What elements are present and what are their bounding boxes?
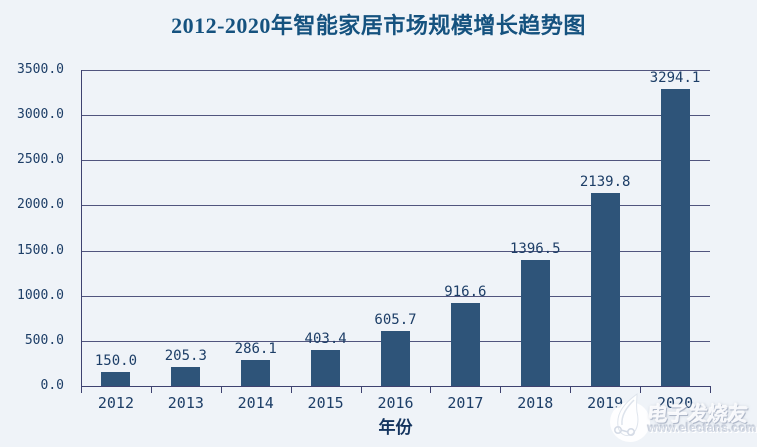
bar-value-label: 1396.5 xyxy=(509,240,561,257)
bar-2018 xyxy=(520,259,550,386)
x-tick-label: 2014 xyxy=(237,394,274,412)
x-tick-label: 2017 xyxy=(447,394,484,412)
y-tick-label: 2500.0 xyxy=(17,152,64,168)
bar-2019 xyxy=(590,192,620,386)
y-tick-label: 1000.0 xyxy=(17,287,64,303)
bar-2017 xyxy=(450,303,480,386)
bar-value-label: 2139.8 xyxy=(579,173,631,190)
x-axis-tick xyxy=(570,387,572,393)
x-tick-label: 2013 xyxy=(167,394,204,412)
y-tick-label: 500.0 xyxy=(24,332,64,348)
bar-value-label: 605.7 xyxy=(374,312,417,329)
gridline xyxy=(81,115,710,117)
watermark-url-text: www.elecfans.com xyxy=(648,423,757,435)
bar-2014 xyxy=(241,360,271,386)
y-tick-label: 3000.0 xyxy=(17,107,64,123)
x-axis-tick xyxy=(360,387,362,393)
x-axis-tick xyxy=(81,387,82,393)
x-tick-label: 2020 xyxy=(656,394,694,412)
bar-value-label: 3294.1 xyxy=(649,69,701,86)
y-tick-label: 0.0 xyxy=(40,378,64,393)
gridline xyxy=(81,295,710,297)
bar-2016 xyxy=(381,331,410,386)
bar-value-label: 403.4 xyxy=(304,330,347,347)
bar-value-label: 205.3 xyxy=(164,348,207,365)
x-axis-tick xyxy=(710,387,711,393)
x-axis-tick xyxy=(430,387,432,393)
x-axis-tick xyxy=(640,387,642,393)
gridline xyxy=(81,70,710,71)
x-tick-label: 2015 xyxy=(307,394,344,412)
x-tick-label: 2016 xyxy=(377,394,414,412)
y-tick-label: 1500.0 xyxy=(17,242,64,258)
y-tick-label: 3500.0 xyxy=(17,62,64,77)
bar-2012 xyxy=(101,372,131,386)
x-tick-label: 2012 xyxy=(97,394,134,412)
bar-value-label: 916.6 xyxy=(444,284,487,301)
bar-2015 xyxy=(311,349,341,386)
watermark: 电子发烧友 www.elecfans.com xyxy=(604,376,757,447)
gridline xyxy=(81,250,710,252)
x-axis-title: 年份 xyxy=(378,418,413,437)
chart-title: 2012-2020年智能家居市场规模增长趋势图 xyxy=(171,13,586,38)
x-tick-label: 2018 xyxy=(517,394,554,412)
elecfans-sprout-logo-icon xyxy=(610,393,650,442)
gridline xyxy=(81,160,710,162)
x-axis-tick xyxy=(150,387,152,393)
bar-value-label: 150.0 xyxy=(94,353,138,370)
bar-2013 xyxy=(171,367,201,386)
bar-2020 xyxy=(660,88,690,386)
gridline xyxy=(81,205,710,207)
x-axis-tick xyxy=(220,387,222,393)
x-axis-tick xyxy=(290,387,292,393)
x-axis-tick xyxy=(500,387,502,393)
bar-value-label: 286.1 xyxy=(234,341,277,358)
x-tick-label: 2019 xyxy=(587,394,624,412)
y-axis-line xyxy=(81,70,82,386)
y-tick-label: 2000.0 xyxy=(17,197,64,213)
x-axis-line xyxy=(81,386,711,387)
